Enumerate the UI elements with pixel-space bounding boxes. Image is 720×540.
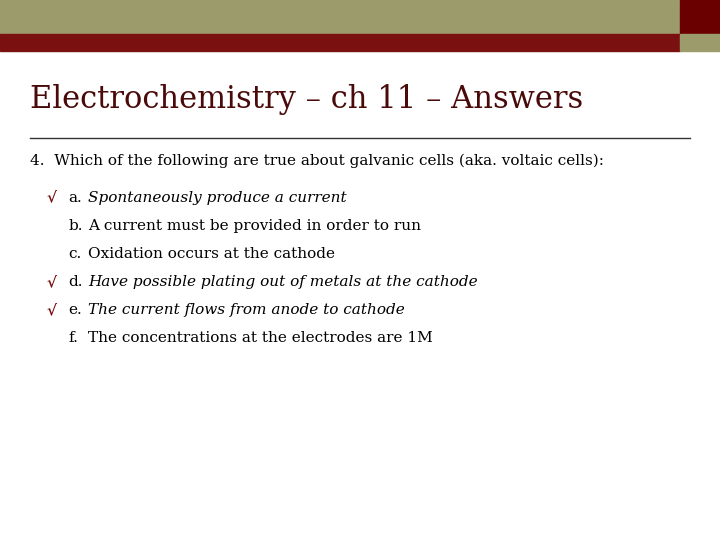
Text: √: √	[47, 275, 57, 289]
Text: The current flows from anode to cathode: The current flows from anode to cathode	[88, 303, 405, 317]
Text: Electrochemistry – ch 11 – Answers: Electrochemistry – ch 11 – Answers	[30, 84, 583, 114]
Text: e.: e.	[68, 303, 82, 317]
Text: Oxidation occurs at the cathode: Oxidation occurs at the cathode	[88, 247, 335, 261]
Text: Have possible plating out of metals at the cathode: Have possible plating out of metals at t…	[88, 275, 477, 289]
Text: d.: d.	[68, 275, 83, 289]
Text: f.: f.	[68, 331, 78, 345]
Text: The concentrations at the electrodes are 1M: The concentrations at the electrodes are…	[88, 331, 433, 345]
Text: b.: b.	[68, 219, 83, 233]
Text: Spontaneously produce a current: Spontaneously produce a current	[88, 191, 346, 205]
Text: c.: c.	[68, 247, 81, 261]
Text: 4.  Which of the following are true about galvanic cells (aka. voltaic cells):: 4. Which of the following are true about…	[30, 154, 604, 168]
Text: √: √	[47, 191, 57, 205]
Text: A current must be provided in order to run: A current must be provided in order to r…	[88, 219, 420, 233]
Text: a.: a.	[68, 191, 82, 205]
Text: √: √	[47, 303, 57, 317]
